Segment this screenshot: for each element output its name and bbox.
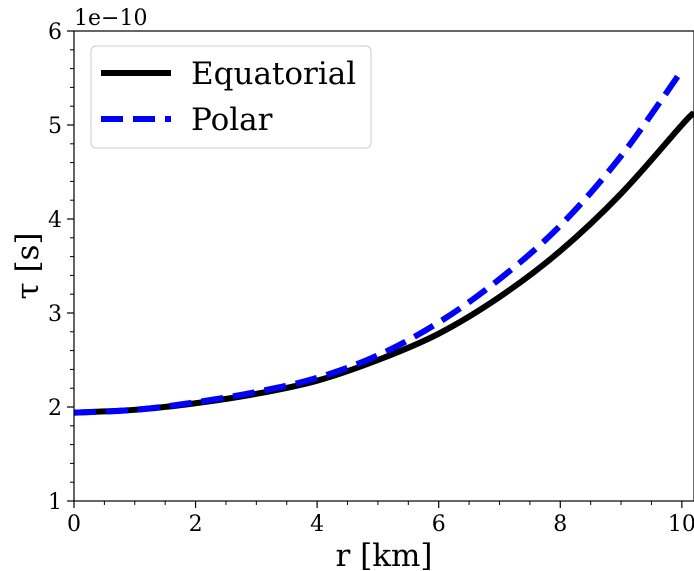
x-tick-label: 4 xyxy=(310,512,324,537)
y-tick-label: 4 xyxy=(48,208,62,233)
y-offset-label: 1e−10 xyxy=(74,6,147,31)
x-tick-label: 2 xyxy=(189,512,203,537)
y-tick-label: 3 xyxy=(48,302,62,327)
legend: Equatorial Polar xyxy=(90,45,372,149)
y-tick-label: 2 xyxy=(48,396,62,421)
series-layer xyxy=(73,68,694,416)
series-line-equatorial xyxy=(73,110,694,416)
x-tick-label: 0 xyxy=(67,512,81,537)
y-tick-label: 6 xyxy=(48,20,62,45)
legend-label-polar: Polar xyxy=(191,102,273,138)
x-tick-label: 8 xyxy=(553,512,567,537)
y-axis-label: τ [s] xyxy=(10,232,46,299)
y-tick-label: 5 xyxy=(48,114,62,139)
x-tick-label: 10 xyxy=(668,512,694,537)
plot-frame xyxy=(73,30,694,502)
y-tick-label: 1 xyxy=(48,490,62,515)
minor-ticks xyxy=(70,49,652,505)
legend-label-equatorial: Equatorial xyxy=(191,56,356,92)
x-tick-label: 6 xyxy=(432,512,446,537)
x-axis-label: r [km] xyxy=(335,538,432,571)
series-line-polar xyxy=(73,68,685,416)
